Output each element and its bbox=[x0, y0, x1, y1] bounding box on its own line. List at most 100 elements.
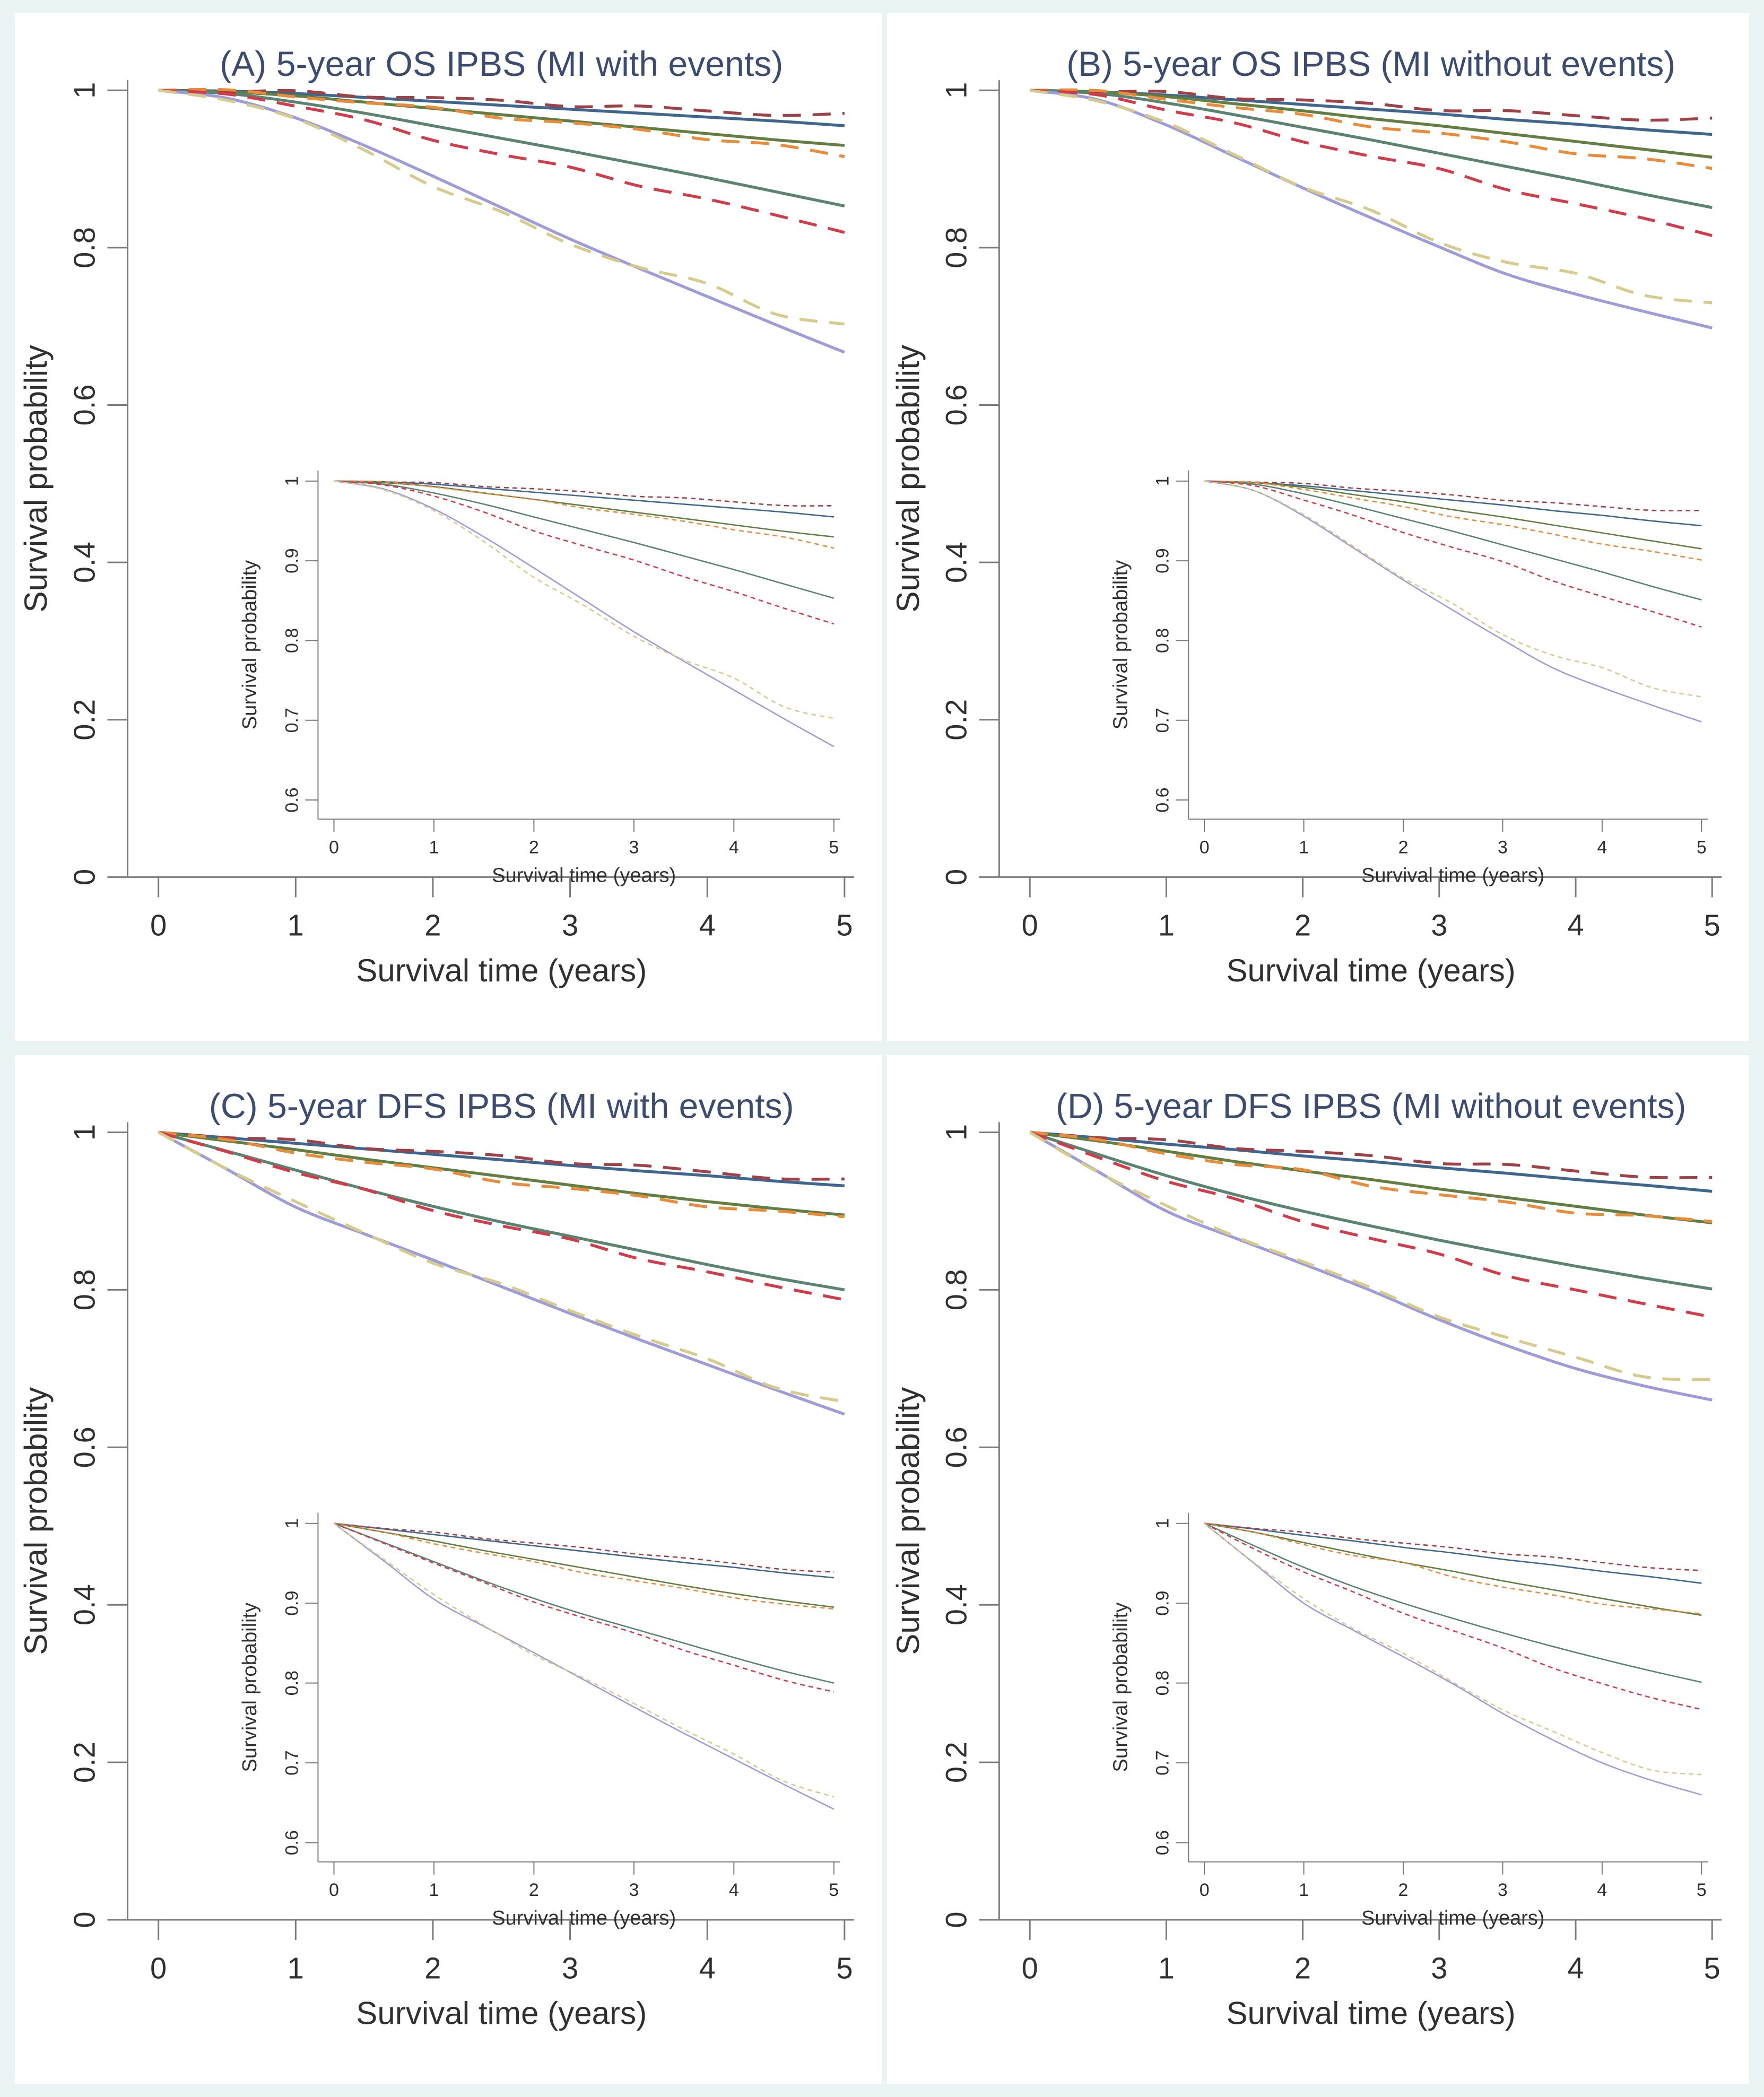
panel-d-inset: 0.6 0.7 0.8 0.9 1 0 1 2 3 4 5 Survival time (years)… bbox=[1110, 1512, 1708, 1929]
panel-a-inset: 0.6 0.7 0.8 0.9 1 0 1 2 3 4 5 Survival time (years)… bbox=[239, 470, 840, 886]
x-tick-label: 5 bbox=[1697, 837, 1707, 857]
panel-a-olive-solid-curve bbox=[158, 89, 845, 147]
y-tick-label: 0.8 bbox=[940, 227, 973, 268]
x-tick-label: 3 bbox=[629, 1880, 639, 1900]
x-tick-label: 2 bbox=[424, 909, 441, 942]
y-tick-label: 1 bbox=[940, 1124, 973, 1141]
panel-d: (D) 5-year DFS IPBS (MI without events) … bbox=[887, 1055, 1749, 2084]
y-tick-label: 0.9 bbox=[1152, 1590, 1172, 1615]
y-tick-label: 0.9 bbox=[1152, 548, 1172, 573]
panel-c-inset-red-dashed-curve bbox=[333, 1522, 835, 1693]
y-tick-label: 0.8 bbox=[282, 1670, 302, 1695]
panel-c-inset-khaki-dashed-curve bbox=[333, 1522, 835, 1798]
panel-c-inset: 0.6 0.7 0.8 0.9 1 0 1 2 3 4 5 Survival time (years)… bbox=[239, 1512, 840, 1929]
x-tick-label: 5 bbox=[836, 1951, 853, 1985]
x-tick-label: 3 bbox=[1498, 1880, 1508, 1900]
x-tick-label: 2 bbox=[1294, 1951, 1311, 1985]
x-tick-label: 0 bbox=[150, 1951, 167, 1985]
y-tick-label: 0 bbox=[67, 1911, 101, 1928]
x-tick-label: 0 bbox=[329, 1880, 339, 1900]
y-tick-label: 0.6 bbox=[940, 1426, 973, 1468]
panel-b-maroon-dashed-curve bbox=[1030, 89, 1713, 122]
panel-d-title: (D) 5-year DFS IPBS (MI without events) bbox=[1056, 1086, 1686, 1125]
y-tick-label: 1 bbox=[67, 1124, 101, 1141]
panel-b-chart: (B) 5-year OS IPBS (MI without events) 0… bbox=[890, 44, 1722, 988]
panel-a-inset-lavender-solid-curve bbox=[334, 480, 835, 747]
panel-d-plot: 0 0.2 0.4 0.6 0.8 1 0 1 2 3 4 5 Survival time (years… bbox=[890, 1122, 1722, 2031]
y-tick-label: 0.8 bbox=[282, 628, 302, 653]
x-tick-label: 4 bbox=[1597, 837, 1607, 857]
y-axis-label: Survival probability bbox=[18, 345, 54, 613]
panel-c-inset-navy-solid-curve bbox=[334, 1522, 834, 1579]
x-tick-label: 5 bbox=[1704, 1951, 1720, 1985]
panel-d-khaki-dashed-curve bbox=[1029, 1131, 1713, 1381]
x-tick-label: 1 bbox=[429, 837, 439, 857]
y-tick-label: 1 bbox=[282, 1518, 302, 1528]
panel-c-lavender-solid-curve bbox=[158, 1131, 845, 1416]
inset-x-axis-label: Survival time (years) bbox=[1361, 864, 1544, 886]
panel-b-orange-dashed-curve bbox=[1030, 88, 1713, 170]
panel-c: (C) 5-year DFS IPBS (MI with events) 0 0.… bbox=[15, 1055, 882, 2084]
panel-c-inset-maroon-dashed-curve bbox=[334, 1522, 834, 1573]
y-tick-label: 0.6 bbox=[67, 1426, 101, 1468]
y-tick-label: 0.4 bbox=[67, 1584, 101, 1625]
panel-d-inset-red-dashed-curve bbox=[1204, 1522, 1702, 1710]
x-tick-label: 1 bbox=[1299, 837, 1309, 857]
panel-a-inset-navy-solid-curve bbox=[334, 480, 834, 518]
inset-x-axis-label: Survival time (years) bbox=[492, 864, 676, 886]
panel-a-title: (A) 5-year OS IPBS (MI with events) bbox=[220, 45, 783, 84]
panel-b: (B) 5-year OS IPBS (MI without events) 0… bbox=[887, 13, 1749, 1041]
x-tick-label: 4 bbox=[699, 1951, 716, 1985]
y-tick-label: 0.4 bbox=[940, 1584, 973, 1625]
panel-d-inset-maroon-dashed-curve bbox=[1204, 1522, 1702, 1571]
x-axis-label: Survival time (years) bbox=[356, 953, 647, 988]
x-axis-label: Survival time (years) bbox=[356, 1996, 647, 2031]
panel-d-olive-solid-curve bbox=[1029, 1130, 1713, 1224]
panel-d-seagreen-solid-curve bbox=[1029, 1130, 1713, 1291]
x-tick-label: 1 bbox=[429, 1880, 439, 1900]
panel-c-khaki-dashed-curve bbox=[158, 1131, 845, 1404]
x-tick-label: 2 bbox=[529, 1880, 539, 1900]
y-tick-label: 0 bbox=[940, 869, 973, 885]
panel-d-lavender-solid-curve bbox=[1029, 1131, 1713, 1402]
x-tick-label: 0 bbox=[1022, 1951, 1038, 1985]
x-tick-label: 0 bbox=[150, 909, 167, 942]
x-tick-label: 2 bbox=[424, 1951, 441, 1985]
panel-b-seagreen-solid-curve bbox=[1030, 89, 1713, 209]
x-tick-label: 2 bbox=[1398, 1880, 1409, 1900]
panel-c-chart: (C) 5-year DFS IPBS (MI with events) 00.… bbox=[18, 1086, 854, 2031]
panel-b-inset-olive-solid-curve bbox=[1204, 480, 1702, 550]
x-tick-label: 3 bbox=[629, 837, 639, 857]
y-tick-label: 1 bbox=[940, 82, 973, 99]
x-tick-label: 0 bbox=[329, 837, 339, 857]
panel-c-orange-dashed-curve bbox=[158, 1130, 845, 1219]
x-tick-label: 4 bbox=[699, 909, 716, 942]
x-tick-label: 1 bbox=[288, 1951, 304, 1985]
y-tick-label: 1 bbox=[282, 476, 302, 486]
x-axis-label: Survival time (years) bbox=[1227, 953, 1516, 988]
panel-d-inset-seagreen-solid-curve bbox=[1204, 1522, 1702, 1683]
panel-b-inset-maroon-dashed-curve bbox=[1204, 480, 1702, 511]
x-tick-label: 0 bbox=[1200, 837, 1210, 857]
y-tick-label: 0.6 bbox=[1152, 1830, 1172, 1855]
y-tick-label: 0 bbox=[67, 869, 101, 885]
y-tick-label: 0.7 bbox=[282, 1750, 302, 1775]
x-tick-label: 1 bbox=[1299, 1880, 1309, 1900]
x-axis-label: Survival time (years) bbox=[1227, 1995, 1516, 2031]
y-tick-label: 0.2 bbox=[940, 699, 973, 741]
panel-c-inset-lavender-solid-curve bbox=[333, 1522, 835, 1810]
y-axis-label: Survival probability bbox=[18, 1387, 54, 1655]
panel-c-maroon-dashed-curve bbox=[158, 1130, 845, 1181]
panel-a-maroon-dashed-curve bbox=[158, 89, 845, 117]
x-tick-label: 5 bbox=[1697, 1880, 1707, 1900]
y-tick-label: 0.4 bbox=[940, 542, 973, 583]
panel-b-olive-solid-curve bbox=[1030, 89, 1713, 159]
y-tick-label: 0.7 bbox=[282, 708, 302, 733]
panel-a-inset-seagreen-solid-curve bbox=[334, 480, 835, 599]
panel-d-chart: (D) 5-year DFS IPBS (MI without events) … bbox=[890, 1086, 1722, 2031]
x-tick-label: 5 bbox=[829, 1880, 839, 1900]
panel-a-inset-olive-solid-curve bbox=[334, 480, 834, 538]
panel-b-inset-red-dashed-curve bbox=[1204, 480, 1702, 628]
x-tick-label: 0 bbox=[1200, 1880, 1210, 1900]
y-tick-label: 0.8 bbox=[940, 1269, 973, 1310]
